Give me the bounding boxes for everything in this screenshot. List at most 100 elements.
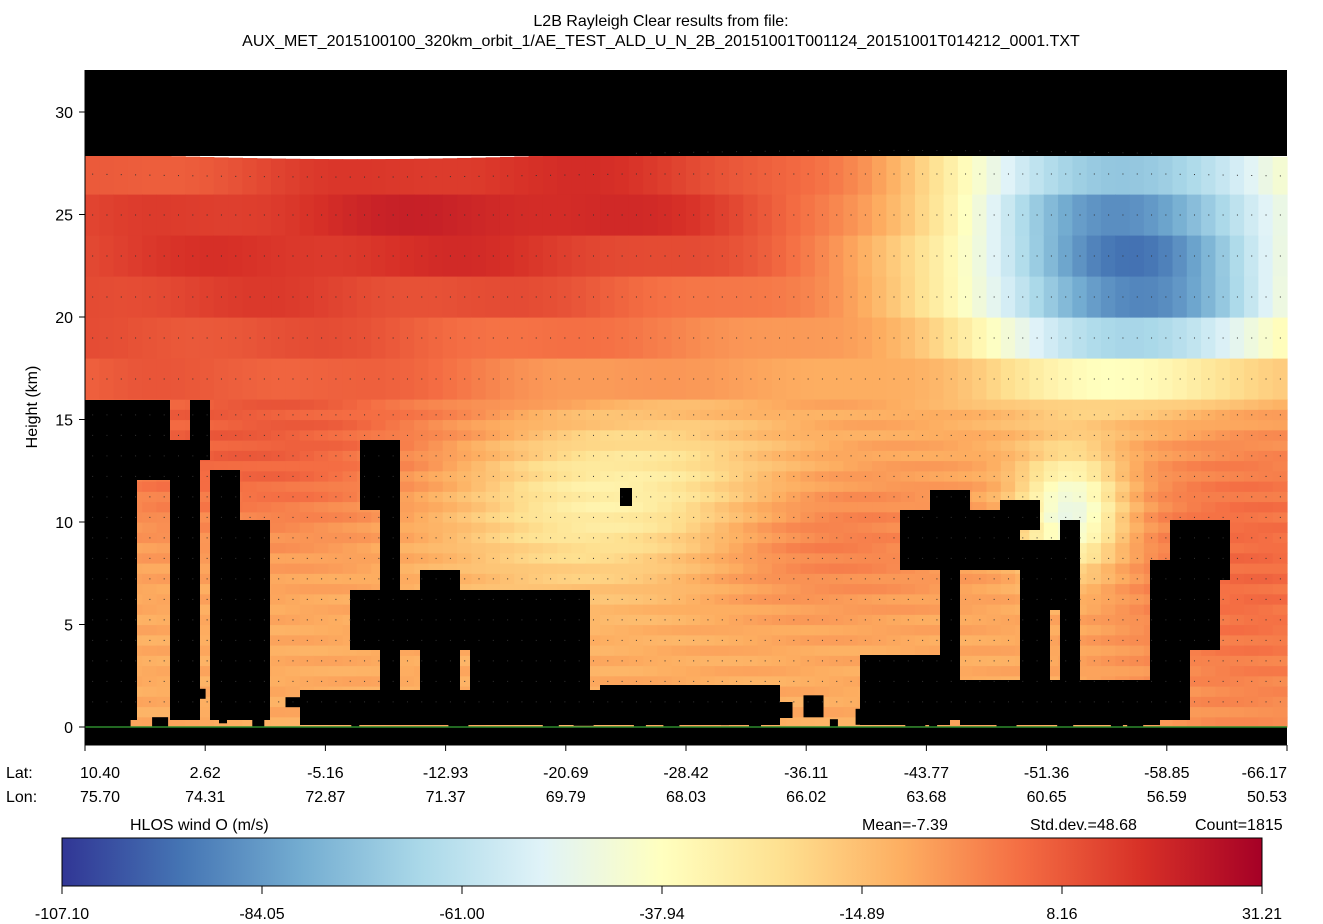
grid-dot (821, 378, 823, 380)
grid-dot (993, 639, 995, 641)
grid-dot (464, 701, 466, 703)
grid-dot (1050, 701, 1052, 703)
grid-dot (464, 557, 466, 559)
grid-dot (779, 557, 781, 559)
grid-dot (106, 537, 108, 539)
grid-dot (1007, 455, 1009, 457)
grid-dot (235, 337, 237, 339)
heatmap-cell (457, 665, 472, 677)
grid-dot (864, 414, 866, 416)
grid-dot (1093, 598, 1095, 600)
heatmap-cell (1043, 522, 1059, 533)
grid-dot (1065, 296, 1067, 298)
grid-dot (235, 598, 237, 600)
heatmap-cell (1000, 481, 1016, 492)
grid-dot (635, 701, 637, 703)
grid-dot (721, 214, 723, 216)
heatmap-cell (1115, 645, 1131, 656)
grid-dot (263, 619, 265, 621)
grid-dot (507, 680, 509, 682)
heatmap-cell (1272, 716, 1288, 728)
no-data-block (929, 714, 938, 731)
heatmap-cell (571, 542, 587, 554)
heatmap-cell (1244, 583, 1259, 595)
grid-dot (535, 619, 537, 621)
grid-dot (836, 496, 838, 498)
grid-dot (263, 455, 265, 457)
grid-dot (721, 680, 723, 682)
grid-dot (521, 578, 523, 580)
grid-dot (1151, 173, 1153, 175)
heatmap-cell (199, 460, 215, 472)
grid-dot (707, 619, 709, 621)
grid-dot (163, 475, 165, 477)
heatmap-cell (457, 481, 472, 492)
grid-dot (535, 701, 537, 703)
grid-dot (864, 578, 866, 580)
grid-dot (550, 255, 552, 257)
heatmap-cell (1058, 399, 1073, 410)
grid-dot (936, 255, 938, 257)
grid-dot (1165, 701, 1167, 703)
grid-dot (678, 337, 680, 339)
grid-dot (292, 296, 294, 298)
grid-dot (621, 455, 623, 457)
heatmap-cell (1229, 460, 1245, 472)
grid-dot (235, 255, 237, 257)
heatmap-cell (142, 501, 158, 513)
grid-dot (478, 598, 480, 600)
grid-dot (163, 174, 165, 176)
grid-dot (406, 619, 408, 621)
heatmap-cell (743, 522, 759, 533)
grid-dot (821, 660, 823, 662)
grid-dot (478, 255, 480, 257)
grid-dot (578, 378, 580, 380)
heatmap-cell (786, 716, 802, 728)
grid-dot (693, 619, 695, 621)
heatmap-cell (771, 399, 787, 410)
grid-dot (1136, 434, 1138, 436)
grid-dot (922, 173, 924, 175)
no-data-block (542, 714, 559, 737)
grid-dot (922, 496, 924, 498)
grid-dot (106, 414, 108, 416)
grid-dot (764, 296, 766, 298)
grid-dot (850, 701, 852, 703)
grid-dot (135, 701, 137, 703)
heatmap-cell (356, 583, 372, 595)
grid-dot (621, 537, 623, 539)
grid-dot (879, 680, 881, 682)
heatmap-cell (313, 665, 329, 677)
grid-dot (292, 537, 294, 539)
grid-dot (936, 496, 938, 498)
grid-dot (1108, 557, 1110, 559)
heatmap-cell (857, 419, 873, 431)
heatmap-cell (600, 542, 616, 554)
grid-dot (220, 680, 222, 682)
grid-dot (836, 173, 838, 175)
heatmap-cell (285, 542, 301, 554)
heatmap-cell (814, 624, 830, 636)
grid-dot (793, 475, 795, 477)
heatmap-cell (757, 501, 773, 513)
grid-dot (1136, 296, 1138, 298)
heatmap-cell (986, 440, 1002, 451)
grid-dot (163, 255, 165, 257)
grid-dot (736, 214, 738, 216)
grid-dot (564, 337, 566, 339)
grid-dot (693, 173, 695, 175)
heatmap-cell (442, 419, 458, 431)
grid-dot (793, 496, 795, 498)
grid-dot (779, 378, 781, 380)
grid-dot (807, 578, 809, 580)
grid-dot (421, 434, 423, 436)
grid-dot (936, 150, 938, 152)
grid-dot (435, 296, 437, 298)
heatmap-cell (1229, 440, 1245, 451)
heatmap-cell (843, 583, 859, 595)
grid-dot (1136, 455, 1138, 457)
grid-dot (750, 434, 752, 436)
grid-dot (1022, 150, 1024, 152)
grid-dot (850, 598, 852, 600)
grid-dot (106, 337, 108, 339)
